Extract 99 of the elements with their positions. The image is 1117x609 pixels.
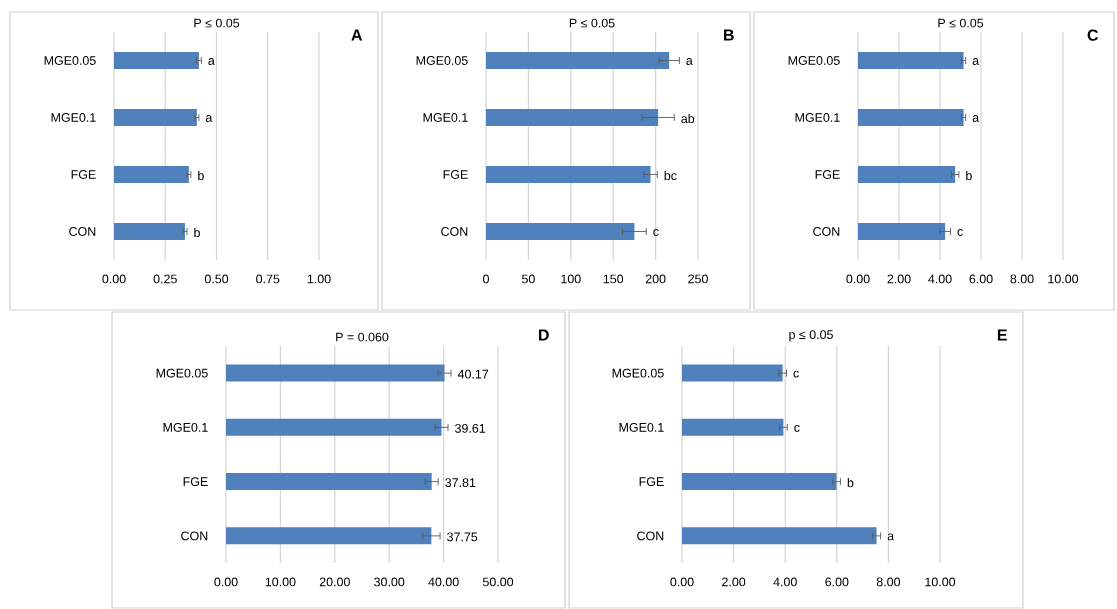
y-tick-label: MGE0.05 [416,56,468,65]
data-label: c [793,370,799,378]
bar [682,364,783,382]
x-tick-label: 30.00 [374,577,405,587]
data-label: a [686,58,693,65]
bar [486,222,635,240]
y-tick-label: FGE [443,170,468,179]
bar [226,473,432,491]
data-label: a [972,115,980,122]
chart-title: P = 0.060 [336,332,389,342]
data-label: a [972,58,980,65]
y-tick-label: MGE0.05 [156,368,208,378]
bar [114,165,189,183]
x-tick-label: 20.00 [319,577,350,587]
data-label: c [957,229,963,236]
x-tick-label: 1.00 [307,274,331,284]
x-tick-label: 0.50 [204,274,229,284]
x-tick-label: 0.00 [670,577,694,587]
y-tick-label: MGE0.1 [795,113,840,122]
y-tick-label: MGE0.1 [163,422,208,432]
x-tick-label: 0.75 [256,274,280,284]
x-tick-label: 2.00 [887,274,911,284]
x-tick-label: 8.00 [876,577,901,587]
data-label: a [887,533,895,541]
bar [226,364,445,382]
y-tick-label: FGE [639,477,664,487]
chart-title: P ≤ 0.05 [194,18,240,28]
bar [858,165,956,183]
bar [114,51,199,69]
bar [486,51,670,69]
x-tick-label: 6.00 [825,577,849,587]
x-tick-label: 10.00 [1048,274,1079,284]
data-label: a [208,58,215,65]
text: B [724,29,734,41]
y-tick-label: CON [637,531,664,541]
data-label: bc [664,170,677,181]
bar [226,418,442,436]
text: E [997,329,1007,341]
x-tick-label: 50 [521,274,535,284]
y-tick-label: FGE [815,170,840,179]
data-label: 37.75 [447,532,478,542]
chart-title: p ≤ 0.05 [789,330,833,342]
y-tick-label: MGE0.1 [619,422,664,432]
x-tick-label: 0.00 [846,274,870,284]
y-tick-label: FGE [71,170,96,179]
bar [858,51,964,69]
y-tick-label: MGE0.1 [51,113,96,122]
data-label: b [194,227,200,238]
bar [682,527,877,545]
x-tick-label: 8.00 [1010,274,1034,284]
x-tick-label: 40.00 [428,577,459,587]
data-label: ab [681,113,695,124]
y-tick-label: CON [441,227,468,236]
data-label: b [198,170,204,181]
y-tick-label: CON [181,531,208,541]
x-tick-label: 0.00 [102,274,126,284]
x-tick-label: 6.00 [969,274,993,284]
data-label: c [794,424,800,432]
x-tick-label: 250 [688,274,708,284]
x-tick-label: 0.25 [153,274,177,284]
x-tick-label: 2.00 [722,577,746,587]
chart-title: P ≤ 0.05 [938,18,984,28]
data-label: b [847,478,854,488]
y-tick-label: CON [69,227,96,236]
bar [486,165,651,183]
bar [114,108,197,126]
x-tick-label: 0.00 [214,577,238,587]
bar [682,473,837,491]
x-tick-label: 50.00 [482,577,514,587]
y-tick-label: MGE0.05 [788,56,840,65]
bar [114,222,185,240]
bar [858,222,946,240]
x-tick-label: 4.00 [773,577,797,587]
x-tick-label: 100 [561,274,581,284]
y-tick-label: MGE0.1 [423,113,468,122]
text: A [351,29,363,41]
x-tick-label: 10.00 [265,577,296,587]
data-label: 40.17 [457,369,489,379]
x-tick-label: 4.00 [928,274,952,284]
chart-title: P ≤ 0.05 [569,18,615,28]
y-tick-label: MGE0.05 [612,368,664,378]
bar [858,108,964,126]
y-tick-label: CON [813,227,840,236]
y-tick-label: MGE0.05 [44,56,96,65]
text: C [1087,29,1099,41]
bar [226,527,432,545]
data-label: 37.81 [445,478,476,488]
y-tick-label: FGE [183,477,208,487]
data-label: c [653,229,659,236]
x-tick-label: 0 [483,274,489,284]
bar [486,108,659,126]
x-tick-label: 200 [645,274,666,284]
data-label: b [966,170,972,181]
x-tick-label: 150 [603,274,624,284]
text: D [539,329,549,341]
data-label: 39.61 [455,423,486,433]
data-label: a [205,115,213,122]
x-tick-label: 10.00 [925,577,956,587]
bar [682,418,784,436]
